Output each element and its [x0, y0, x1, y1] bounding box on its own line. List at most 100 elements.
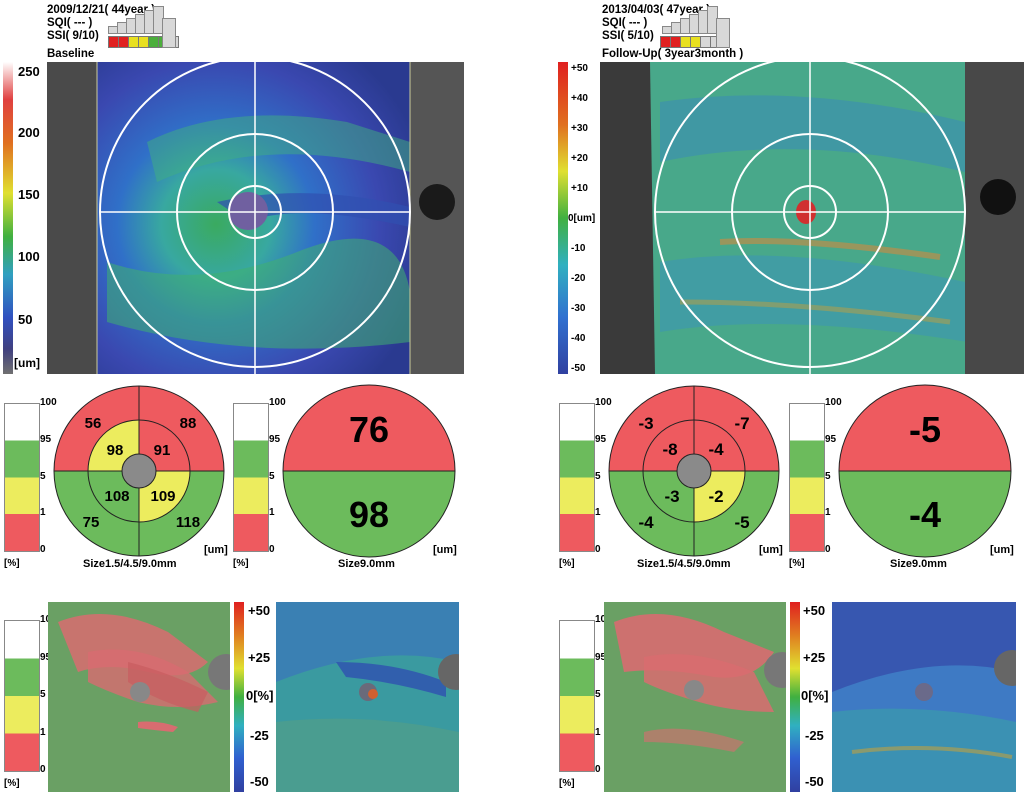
right-colorbar-tick: -20 — [571, 273, 586, 284]
right-half-scale-label: 95 — [825, 433, 837, 445]
right-half-caption: Size9.0mm — [890, 558, 947, 570]
left-sector-outer-bottom-left: 75 — [83, 514, 100, 531]
left-sector-inner-bottom-right: 109 — [150, 488, 175, 505]
left-half-map: 76 98 — [282, 384, 456, 558]
left-significance-scale-label: 5 — [40, 689, 46, 700]
left-significance-percentile-scale — [4, 620, 40, 772]
left-sector-caption: Size1.5/4.5/9.0mm — [83, 558, 177, 570]
left-deviation-m25: -25 — [250, 728, 269, 743]
right-sector-map: -3 -7 -8 -4 -3 -2 -4 -5 — [608, 385, 780, 557]
right-sqi-label: SQI( --- ) — [602, 17, 648, 29]
right-deviation-max: +50 — [803, 603, 826, 618]
left-half-scale-label: 1 — [269, 507, 275, 519]
left-sector-inner-bottom-left: 108 — [104, 488, 129, 505]
left-sector-outer-bottom-right: 118 — [176, 514, 200, 531]
right-title: Follow-Up( 3year3month ) — [602, 48, 744, 60]
right-half-scale-label: 5 — [825, 470, 831, 482]
left-sqi-label: SQI( --- ) — [47, 17, 93, 29]
left-sector-percentile-scale — [4, 403, 40, 552]
left-deviation-p25: +25 — [248, 650, 271, 665]
right-sector-outer-bottom-left: -4 — [638, 513, 654, 532]
right-sector-scale-label: 95 — [595, 433, 607, 445]
right-ssi-indicator — [660, 33, 721, 51]
left-sector-scale-label: 5 — [40, 470, 46, 482]
right-colorbar-tick: -10 — [571, 243, 586, 254]
right-sector-inner-bottom-left: -3 — [664, 487, 679, 506]
right-sector-scale-label: 100 — [595, 397, 612, 408]
right-colorbar-tick: 0[um] — [568, 213, 596, 224]
left-colorbar-tick-100: 100 — [18, 249, 40, 264]
left-date-line: 2009/12/21( 44year ) — [47, 4, 156, 16]
right-significance-scale-unit: [%] — [559, 778, 575, 789]
left-sector-map: 56 88 98 91 108 109 75 118 — [53, 385, 225, 557]
right-date-line: 2013/04/03( 47year ) — [602, 4, 711, 16]
right-significance-scale-label: 1 — [595, 726, 601, 738]
left-title: Baseline — [47, 48, 95, 60]
right-sector-outer-top-left: -3 — [638, 414, 653, 433]
left-half-scale-label: 95 — [269, 433, 281, 445]
right-sector-caption: Size1.5/4.5/9.0mm — [637, 558, 731, 570]
right-deviation-colorbar — [790, 602, 800, 792]
left-colorbar-tick-150: 150 — [18, 187, 40, 202]
right-sector-percentile-scale — [559, 403, 595, 552]
right-sector-inner-bottom-right: -2 — [708, 487, 723, 506]
right-colorbar-tick: +50 — [571, 63, 588, 74]
right-sector-scale-label: 5 — [595, 470, 601, 482]
left-sector-outer-top-left: 56 — [85, 415, 102, 432]
left-significance-scale-label: 1 — [40, 726, 46, 738]
left-sector-scale-label: 100 — [40, 397, 57, 408]
left-deviation-colorbar — [234, 602, 244, 792]
right-sector-scale-label: 1 — [595, 507, 601, 519]
right-colorbar-tick: +40 — [571, 93, 588, 104]
left-colorbar-unit: [um] — [14, 356, 40, 370]
right-deviation-min: -50 — [805, 774, 824, 789]
left-sector-scale-unit: [%] — [4, 558, 20, 569]
right-sector-unit: [um] — [759, 544, 783, 556]
left-sector-inner-top-left: 98 — [107, 442, 124, 459]
right-significance-scale-label: 95 — [595, 651, 607, 663]
right-significance-scale-label: 5 — [595, 689, 601, 700]
left-colorbar-tick-50: 50 — [18, 312, 33, 327]
right-colorbar-tick: +30 — [571, 123, 588, 134]
right-half-scale-unit: [%] — [789, 558, 805, 569]
left-colorbar-tick-250: 250 — [18, 64, 40, 79]
left-thickness-map — [47, 62, 464, 374]
left-significance-scale-label: 95 — [40, 651, 52, 663]
right-half-scale-label: 1 — [825, 507, 831, 519]
right-colorbar-tick: +20 — [571, 153, 588, 164]
right-half-scale-label: 0 — [825, 544, 831, 555]
right-colorbar-tick: -40 — [571, 333, 586, 344]
left-deviation-map — [276, 602, 459, 792]
right-sector-inner-top-right: -4 — [708, 440, 724, 459]
right-significance-percentile-scale — [559, 620, 595, 772]
left-half-scale-label: 100 — [269, 397, 286, 408]
right-significance-scale-label: 0 — [595, 764, 601, 775]
left-half-percentile-scale — [233, 403, 269, 552]
right-half-map: -5 -4 — [838, 384, 1012, 558]
right-sector-scale-unit: [%] — [559, 558, 575, 569]
left-sector-inner-top-right: 91 — [154, 442, 171, 459]
left-half-top-value: 76 — [349, 409, 389, 450]
right-half-percentile-scale — [789, 403, 825, 552]
left-sector-scale-label: 0 — [40, 544, 46, 555]
right-sector-outer-top-right: -7 — [734, 414, 749, 433]
left-significance-scale-unit: [%] — [4, 778, 20, 789]
right-half-top-value: -5 — [909, 409, 941, 450]
left-deviation-max: +50 — [248, 603, 271, 618]
left-deviation-min: -50 — [250, 774, 269, 789]
right-ssi-label: SSI( 5/10) — [602, 30, 654, 42]
right-sector-outer-bottom-right: -5 — [734, 513, 749, 532]
right-sector-scale-label: 0 — [595, 544, 601, 555]
right-significance-scale-label: 100 — [595, 614, 612, 625]
right-sector-inner-top-left: -8 — [662, 440, 677, 459]
left-significance-map — [48, 602, 230, 792]
left-significance-scale-label: 0 — [40, 764, 46, 775]
left-half-unit: [um] — [433, 544, 457, 556]
right-significance-map — [604, 602, 786, 792]
left-sector-outer-top-right: 88 — [180, 415, 197, 432]
left-thickness-colorbar — [3, 62, 13, 374]
left-sector-unit: [um] — [204, 544, 228, 556]
right-deviation-map — [832, 602, 1016, 792]
right-colorbar-tick: -30 — [571, 303, 586, 314]
left-deviation-zero: 0[%] — [246, 688, 274, 703]
